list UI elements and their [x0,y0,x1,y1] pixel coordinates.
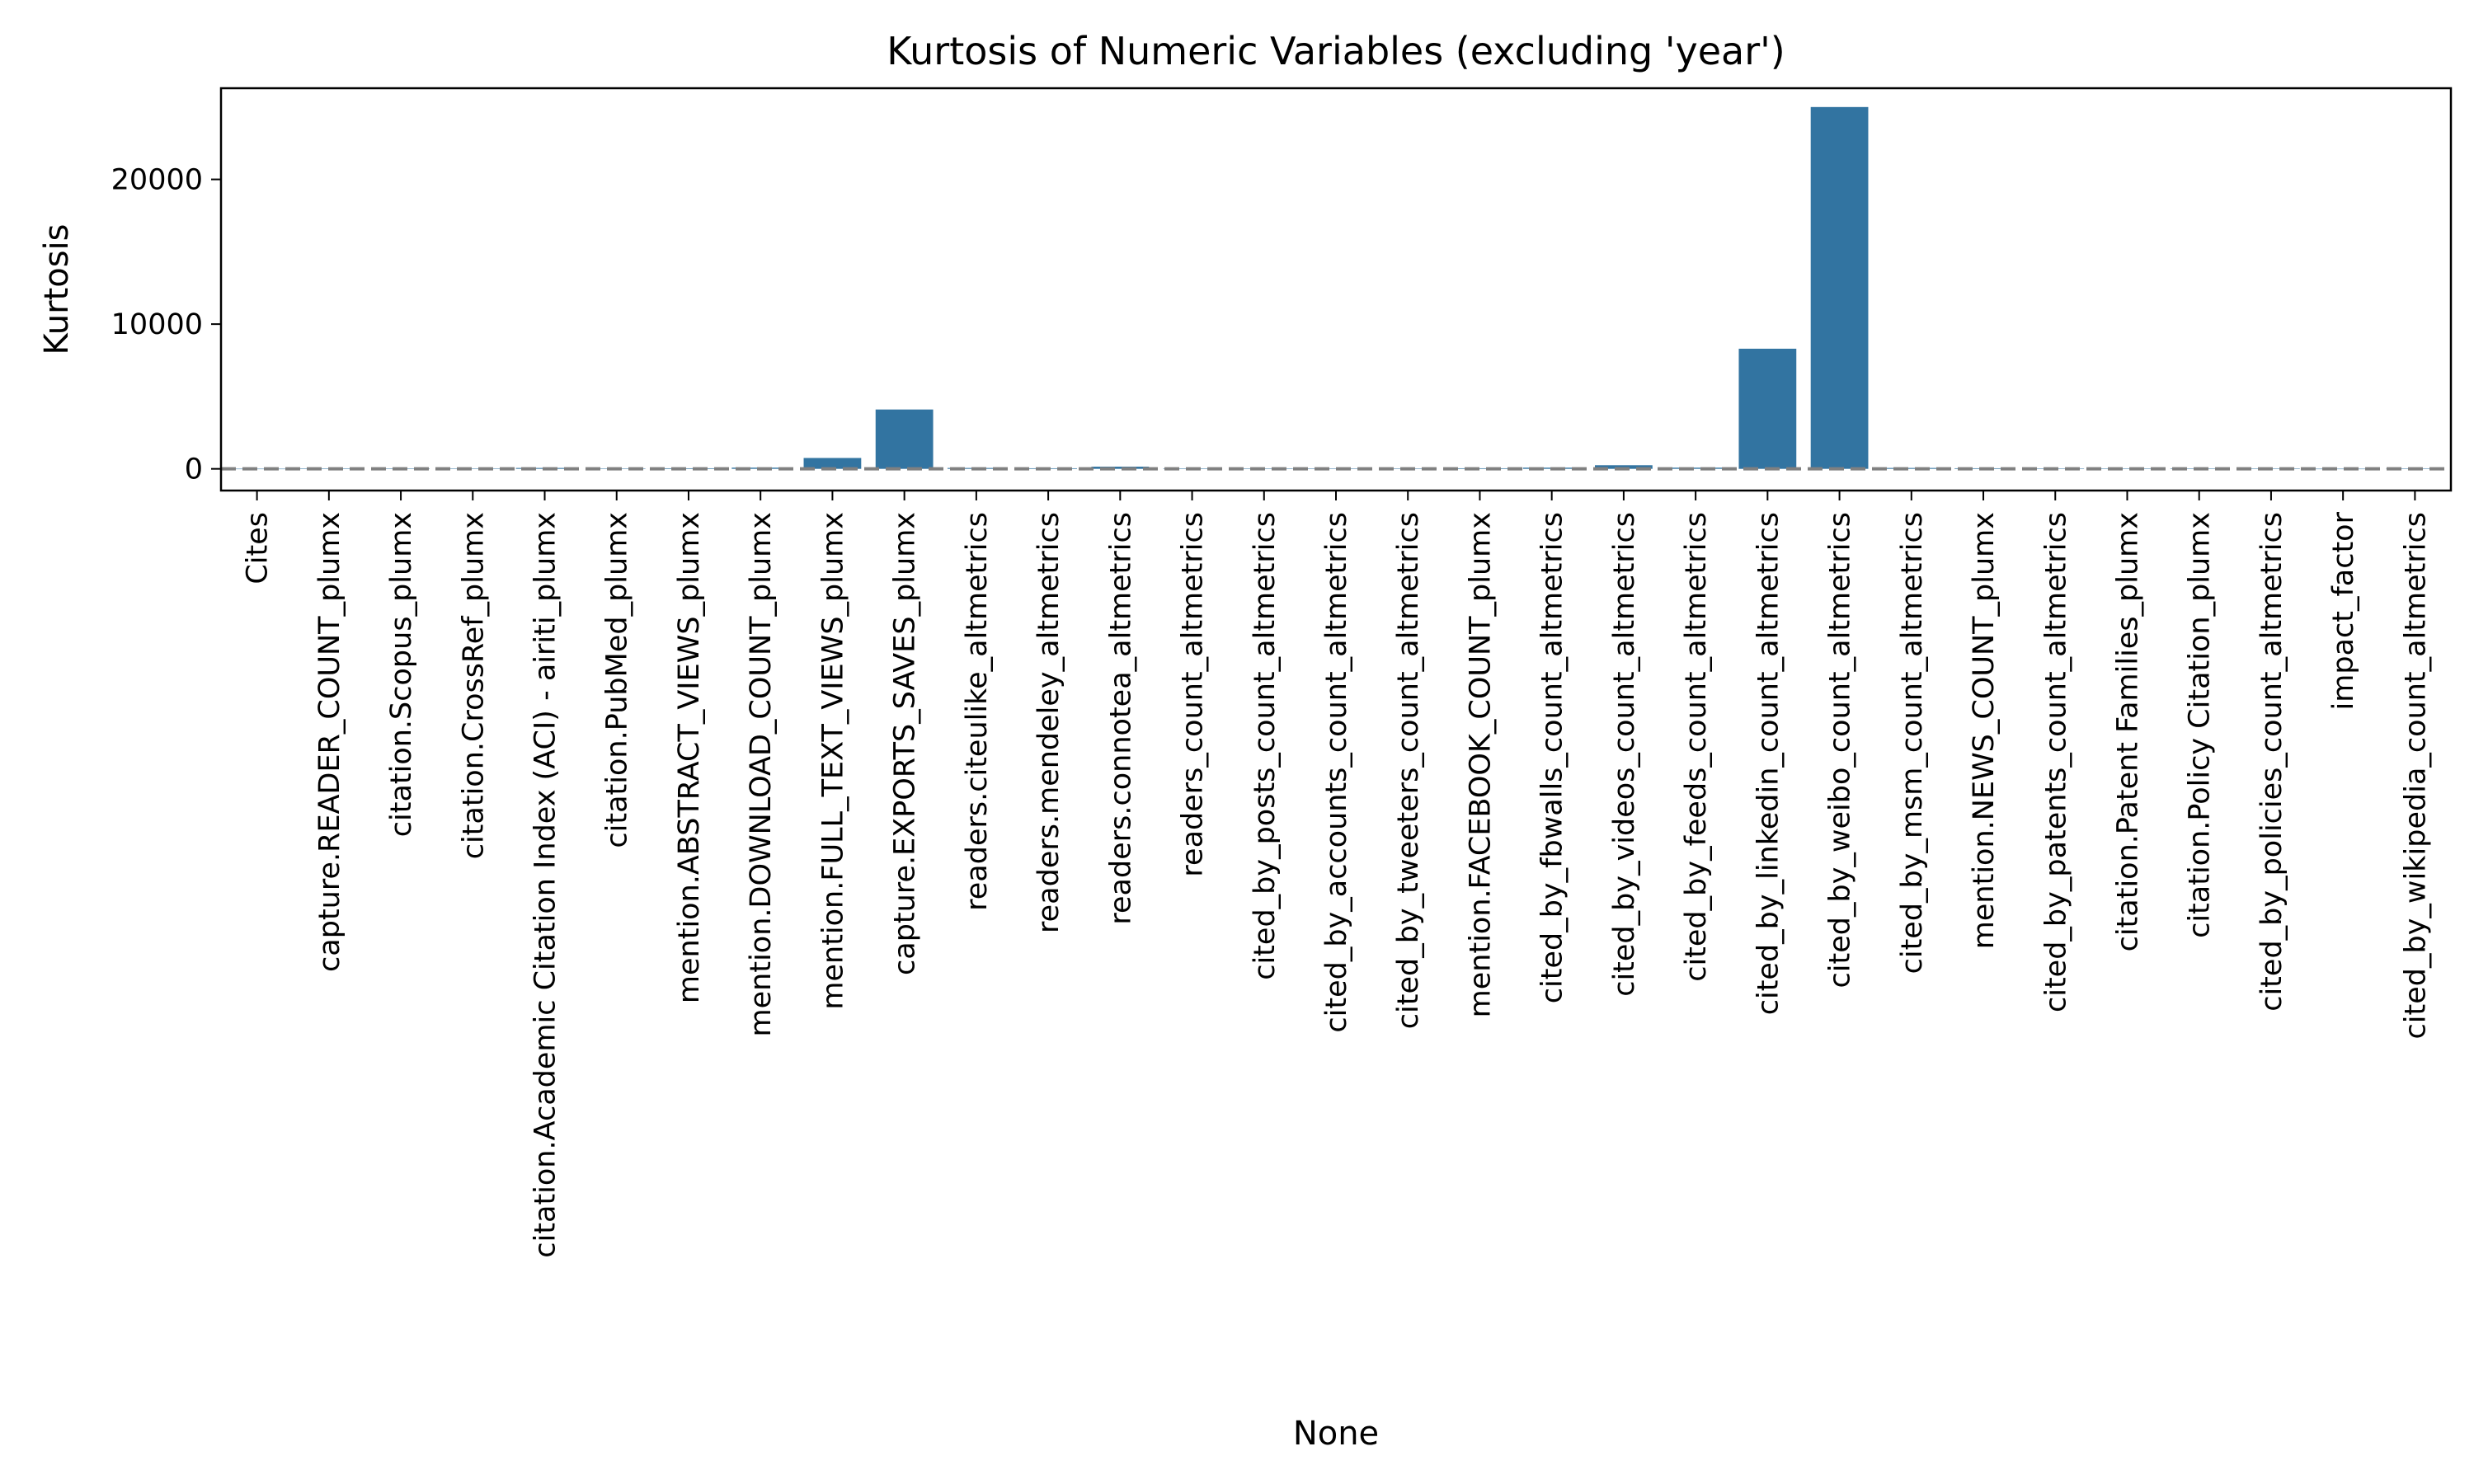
plot-frame [219,87,2453,492]
x-tick-label: cited_by_videos_count_altmetrics [1608,512,1641,997]
bar-22 [1738,348,1797,469]
x-tick-label: readers.citeulike_altmetrics [961,512,994,911]
x-tick-label: citation.Policy Citation_plumx [2184,512,2217,938]
x-tick-label: capture.READER_COUNT_plumx [313,512,346,972]
x-tick-label: citation.Scopus_plumx [385,512,418,837]
y-tick-label: 10000 [111,308,203,341]
x-tick-label: citation.Academic Citation Index (ACI) -… [529,512,562,1258]
x-tick-label: cited_by_msm_count_altmetrics [1896,512,1929,974]
bar-21 [1667,467,1725,469]
x-tick-label: citation.PubMed_plumx [601,512,634,848]
bar-20 [1595,465,1653,469]
bars-group [228,106,2444,470]
y-tick-label: 0 [185,453,203,486]
x-tick-label: cited_by_accounts_count_altmetrics [1320,512,1353,1033]
x-tick-label: readers.mendeley_altmetrics [1032,512,1065,933]
x-tick-label: mention.NEWS_COUNT_plumx [1968,512,2001,949]
bar-10 [875,409,934,469]
x-tick-label: cited_by_policies_count_altmetrics [2255,512,2288,1012]
y-axis: 0 10000 20000 [111,164,221,486]
x-tick-label: cited_by_patents_count_altmetrics [2039,512,2072,1012]
bar-27 [2098,468,2157,469]
x-tick-label: readers.connotea_altmetrics [1104,512,1137,925]
x-tick-label: cited_by_tweeters_count_altmetrics [1392,512,1425,1029]
x-tick-label: mention.ABSTRACT_VIEWS_plumx [673,512,706,1003]
chart-title: Kurtosis of Numeric Variables (excluding… [887,29,1785,73]
y-tick-label: 20000 [111,164,203,197]
x-tick-label: mention.FULL_TEXT_VIEWS_plumx [816,512,849,1010]
x-tick-label: cited_by_posts_count_altmetrics [1249,512,1282,980]
bar-13 [1091,467,1150,469]
x-tick-label: mention.DOWNLOAD_COUNT_plumx [745,512,778,1036]
x-tick-label: capture.EXPORTS_SAVES_plumx [889,512,922,975]
x-tick-label: cited_by_feeds_count_altmetrics [1680,512,1713,982]
x-tick-label: impact_factor [2327,511,2360,710]
x-tick-label: citation.Patent Families_plumx [2111,512,2144,951]
x-tick-label: readers_count_altmetrics [1177,512,1210,877]
x-axis-label: None [1293,1415,1379,1453]
bar-9 [803,458,862,469]
bar-24 [1882,467,1940,469]
x-tick-label: Cites [242,512,275,585]
bar-4 [444,468,502,469]
bar-23 [1810,106,1869,469]
x-axis: Cites capture.READER_COUNT_plumx citation.… [242,491,2432,1258]
y-axis-label: Kurtosis [38,224,76,355]
x-tick-label: cited_by_linkedin_count_altmetrics [1752,512,1785,1015]
bar-7 [660,467,717,469]
x-tick-label: cited_by_weibo_count_altmetrics [1824,512,1857,988]
x-tick-label: cited_by_fbwalls_count_altmetrics [1536,512,1569,1003]
bar-18 [1451,467,1509,469]
x-tick-label: cited_by_wikipedia_count_altmetrics [2399,512,2432,1039]
bar-30 [2314,468,2373,470]
x-tick-label: mention.FACEBOOK_COUNT_plumx [1464,512,1497,1017]
x-tick-label: citation.CrossRef_plumx [457,512,490,859]
